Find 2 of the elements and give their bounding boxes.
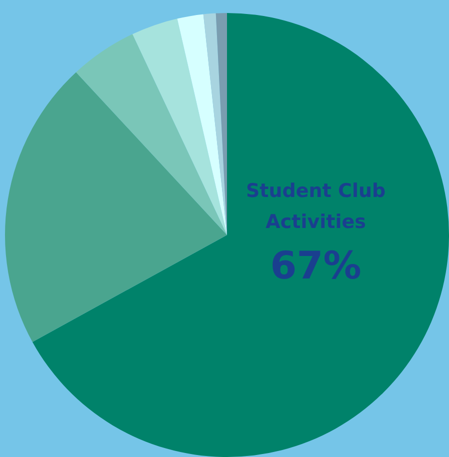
slice-label: Student Club Activities <box>246 180 386 233</box>
data-label: 67% <box>270 244 362 288</box>
